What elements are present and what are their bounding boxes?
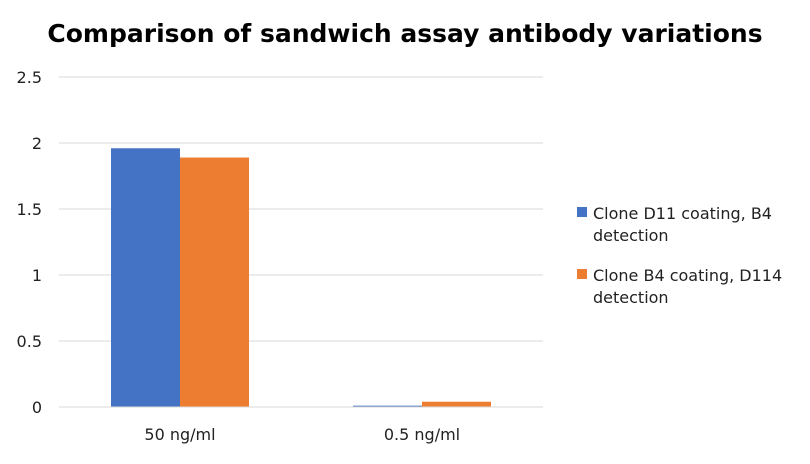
- x-axis-tick-labels: 50 ng/ml 0.5 ng/ml: [144, 425, 460, 444]
- bar-2-2: [422, 401, 491, 407]
- y-tick-label: 0: [32, 398, 42, 417]
- bar-1-1: [111, 148, 180, 407]
- bars: [111, 148, 491, 407]
- bar-2-1: [180, 157, 249, 407]
- legend: Clone D11 coating, B4 detection Clone B4 c…: [577, 204, 782, 307]
- y-axis-tick-labels: 0 0.5 1 1.5 2 2.5: [17, 68, 42, 417]
- y-tick-label: 1.5: [17, 200, 42, 219]
- y-tick-label: 0.5: [17, 332, 42, 351]
- bar-1-2: [353, 405, 422, 407]
- legend-label-2: Clone B4 coating, D114 detection: [593, 266, 782, 307]
- chart-title: Comparison of sandwich assay antibody va…: [47, 19, 762, 48]
- y-tick-label: 2.5: [17, 68, 42, 87]
- legend-label-1: Clone D11 coating, B4 detection: [593, 204, 772, 245]
- legend-swatch-1: [577, 207, 587, 217]
- y-tick-label: 2: [32, 134, 42, 153]
- x-tick-label: 50 ng/ml: [144, 425, 215, 444]
- x-tick-label: 0.5 ng/ml: [384, 425, 460, 444]
- y-tick-label: 1: [32, 266, 42, 285]
- legend-swatch-2: [577, 269, 587, 279]
